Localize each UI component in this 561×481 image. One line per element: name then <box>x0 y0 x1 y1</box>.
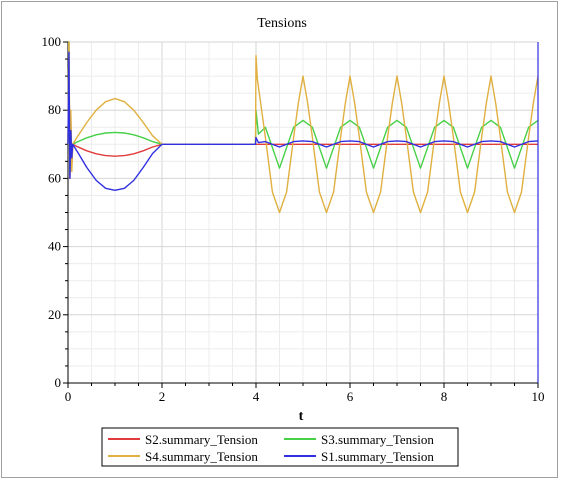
x-tick-label: 6 <box>347 389 354 404</box>
x-tick-label: 8 <box>441 389 448 404</box>
x-axis-label: t <box>299 409 304 424</box>
x-tick-label: 10 <box>532 389 545 404</box>
legend-label: S3.summary_Tension <box>321 432 434 447</box>
legend: S2.summary_Tension S3.summary_Tension S4.s… <box>101 427 459 467</box>
y-tick-label: 80 <box>48 102 61 117</box>
grid-lines <box>67 41 539 384</box>
x-tick-label: 0 <box>65 389 72 404</box>
y-tick-label: 100 <box>42 34 62 49</box>
y-tick-label: 20 <box>48 307 61 322</box>
chart-title: Tensions <box>257 16 307 31</box>
y-tick-label: 60 <box>48 170 61 185</box>
y-tick-label: 0 <box>55 375 62 390</box>
series-line-2 <box>67 41 539 173</box>
series-line-4 <box>67 51 539 192</box>
series-lines <box>67 41 539 383</box>
series-line-3 <box>67 41 539 214</box>
legend-label: S4.summary_Tension <box>145 449 258 464</box>
y-tick-label: 40 <box>48 239 61 254</box>
legend-box <box>101 427 459 467</box>
legend-label: S2.summary_Tension <box>145 432 258 447</box>
legend-label: S1.summary_Tension <box>321 449 434 464</box>
x-tick-label: 4 <box>253 389 260 404</box>
x-tick-label: 2 <box>159 389 166 404</box>
